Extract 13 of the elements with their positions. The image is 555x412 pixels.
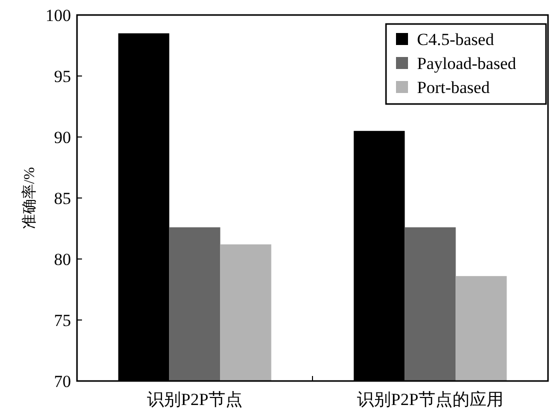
y-tick-label: 95	[54, 67, 71, 86]
legend-label: Payload-based	[417, 54, 517, 73]
legend-label: C4.5-based	[417, 30, 494, 49]
x-tick-label: 识别P2P节点的应用	[357, 390, 504, 409]
legend-label: Port-based	[417, 78, 490, 97]
y-tick-label: 90	[54, 128, 71, 147]
y-tick-label: 85	[54, 189, 71, 208]
y-tick-label: 75	[54, 311, 71, 330]
y-tick-label: 100	[46, 6, 71, 25]
y-axis-title: 准确率/%	[21, 167, 38, 229]
x-tick-label: 识别P2P节点	[147, 390, 242, 409]
y-tick-label: 80	[54, 250, 71, 269]
y-tick-label: 70	[54, 372, 71, 391]
